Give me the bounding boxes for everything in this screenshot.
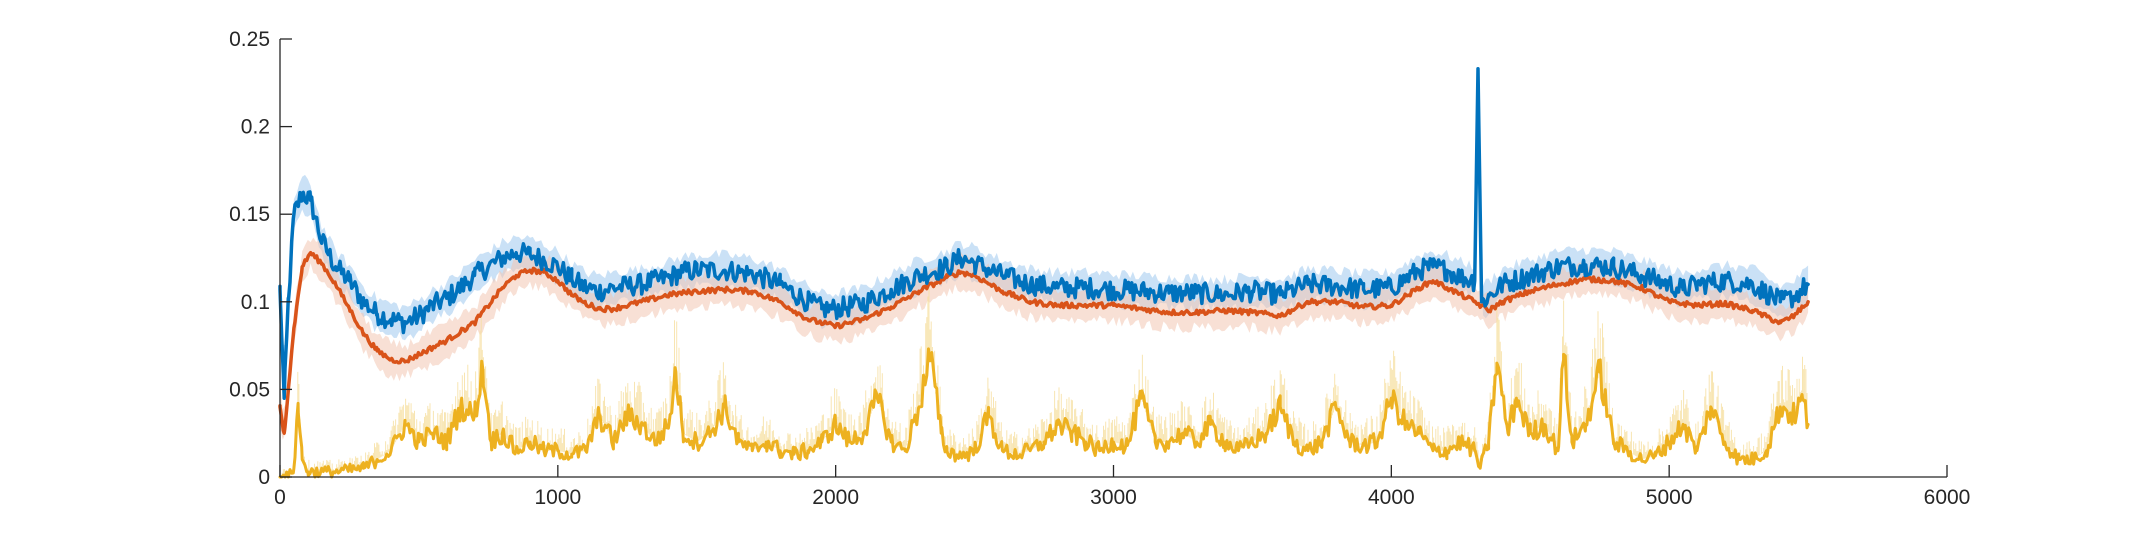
x-tick-label: 3000 [1090, 486, 1137, 509]
y-tick-label: 0 [258, 466, 270, 489]
x-axis-ticks: 0 1000 2000 3000 4000 5000 6000 [274, 465, 1970, 509]
x-tick-label: 2000 [812, 486, 859, 509]
series-1-band [280, 83, 1809, 387]
series-2-line [278, 250, 1810, 435]
y-tick-label: 0.05 [229, 378, 270, 401]
series-1-line [278, 67, 1810, 400]
y-axis-ticks: 0 0.05 0.1 0.15 0.2 0.25 [229, 28, 292, 489]
series-3-line [278, 347, 1810, 479]
x-tick-label: 6000 [1924, 486, 1971, 509]
y-tick-label: 0.2 [241, 116, 270, 139]
y-tick-label: 0.15 [229, 203, 270, 226]
series-2-band [280, 237, 1809, 440]
x-tick-label: 5000 [1646, 486, 1693, 509]
x-tick-label: 1000 [534, 486, 581, 509]
y-tick-label: 0.1 [241, 291, 270, 314]
error-bands [280, 83, 1809, 440]
x-tick-label: 4000 [1368, 486, 1415, 509]
series-lines [278, 67, 1810, 479]
x-tick-label: 0 [274, 486, 286, 509]
y-tick-label: 0.25 [229, 28, 270, 51]
